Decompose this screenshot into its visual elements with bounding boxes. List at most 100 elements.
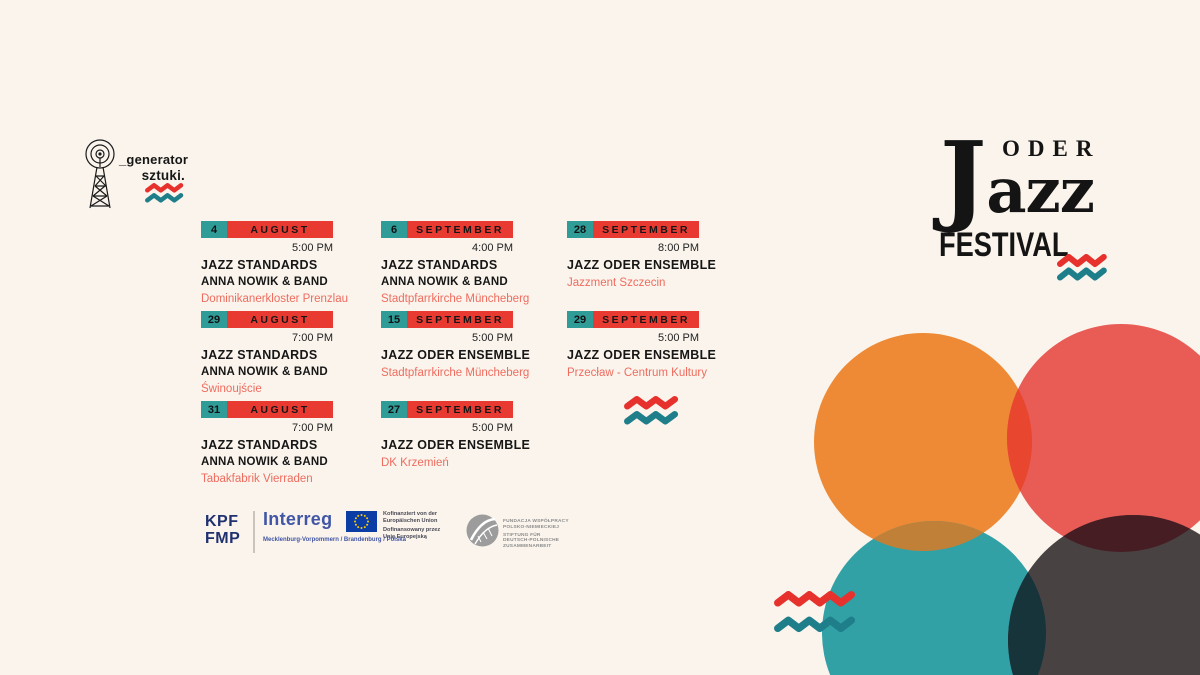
event-venue: Świnoujście bbox=[201, 383, 262, 395]
kpf-fmp-logo: KPF FMP bbox=[205, 513, 240, 547]
event-day: 27 bbox=[381, 401, 407, 418]
fwpn-line: POLSKO-NIEMIECKIEJ bbox=[503, 524, 560, 530]
event-subtitle: ANNA NOWIK & BAND bbox=[381, 276, 508, 288]
eu-text-de-2: Europäischen Union bbox=[383, 517, 438, 524]
orange-circle bbox=[814, 333, 1032, 551]
event-date-badge: 4 AUGUST bbox=[201, 221, 333, 238]
event-date-badge: 29 SEPTEMBER bbox=[567, 311, 699, 328]
event-day: 29 bbox=[201, 311, 227, 328]
event-subtitle: ANNA NOWIK & BAND bbox=[201, 366, 328, 378]
event-month: SEPTEMBER bbox=[407, 221, 513, 238]
festival-logo-oder: ODER bbox=[1002, 136, 1101, 161]
fwpn-line: DEUTSCH-POLNISCHE bbox=[503, 538, 560, 544]
wave-mark-circles bbox=[774, 591, 858, 633]
event-card: 27 SEPTEMBER 5:00 PM JAZZ ODER ENSEMBLE … bbox=[381, 401, 531, 469]
event-subtitle: ANNA NOWIK & BAND bbox=[201, 276, 328, 288]
footer-divider bbox=[253, 511, 255, 553]
event-time: 5:00 PM bbox=[472, 422, 513, 434]
fwpn-logo-text: FUNDACJA WSPÓŁPRACY POLSKO-NIEMIECKIEJ S… bbox=[503, 519, 569, 550]
event-date-badge: 31 AUGUST bbox=[201, 401, 333, 418]
event-venue: Stadtpfarrkirche Müncheberg bbox=[381, 367, 530, 379]
generator-sztuki-logo: _generator sztuki. bbox=[119, 152, 189, 184]
event-time: 4:00 PM bbox=[472, 242, 513, 254]
event-time: 5:00 PM bbox=[292, 242, 333, 254]
event-title: JAZZ STANDARDS bbox=[201, 348, 318, 362]
fwpn-line: ZUSAMMENARBEIT bbox=[503, 544, 552, 550]
event-date-badge: 6 SEPTEMBER bbox=[381, 221, 513, 238]
wave-mark-generator bbox=[145, 183, 186, 204]
red-circle bbox=[1007, 324, 1200, 552]
festival-logo: Jazz ODER FESTIVAL bbox=[938, 128, 1123, 298]
event-card: 31 AUGUST 7:00 PM JAZZ STANDARDS ANNA NO… bbox=[201, 401, 333, 485]
event-venue: Tabakfabrik Vierraden bbox=[201, 473, 313, 485]
event-date-badge: 15 SEPTEMBER bbox=[381, 311, 513, 328]
fwpn-line: FUNDACJA WSPÓŁPRACY bbox=[503, 519, 569, 524]
event-time: 7:00 PM bbox=[292, 422, 333, 434]
fwpn-line: STIFTUNG FÜR bbox=[503, 532, 541, 538]
event-card: 29 SEPTEMBER 5:00 PM JAZZ ODER ENSEMBLE … bbox=[567, 311, 717, 379]
fwpn-bridge-icon bbox=[466, 514, 499, 547]
event-month: AUGUST bbox=[227, 311, 333, 328]
wave-mark-festival bbox=[1057, 254, 1110, 282]
interreg-logo: Interreg Mecklenburg-Vorpommern / Brande… bbox=[263, 509, 406, 543]
eu-funding-text: Kofinanziert von der Europäischen Union … bbox=[383, 511, 440, 540]
event-card: 4 AUGUST 5:00 PM JAZZ STANDARDS ANNA NOW… bbox=[201, 221, 349, 305]
event-date-badge: 28 SEPTEMBER bbox=[567, 221, 699, 238]
event-month: SEPTEMBER bbox=[407, 401, 513, 418]
event-time: 5:00 PM bbox=[658, 332, 699, 344]
event-month: SEPTEMBER bbox=[407, 311, 513, 328]
event-title: JAZZ STANDARDS bbox=[201, 258, 318, 272]
interreg-subtitle: Mecklenburg-Vorpommern / Brandenburg / P… bbox=[263, 537, 406, 543]
event-day: 29 bbox=[567, 311, 593, 328]
event-venue: Dominikanerkloster Prenzlau bbox=[201, 293, 349, 305]
event-card: 29 AUGUST 7:00 PM JAZZ STANDARDS ANNA NO… bbox=[201, 311, 333, 395]
event-month: SEPTEMBER bbox=[593, 311, 699, 328]
eu-text-de-1: Kofinanziert von der bbox=[383, 511, 438, 517]
event-title: JAZZ ODER ENSEMBLE bbox=[567, 258, 717, 272]
kpf-line2: FMP bbox=[205, 530, 241, 547]
event-day: 4 bbox=[201, 221, 227, 238]
festival-logo-azz: azz bbox=[986, 154, 1095, 227]
event-venue: Przecław - Centrum Kultury bbox=[567, 367, 707, 379]
dark-circle bbox=[1008, 515, 1200, 675]
event-card: 15 SEPTEMBER 5:00 PM JAZZ ODER ENSEMBLE … bbox=[381, 311, 531, 379]
event-date-badge: 29 AUGUST bbox=[201, 311, 333, 328]
event-date-badge: 27 SEPTEMBER bbox=[381, 401, 513, 418]
festival-logo-jazz: Jazz bbox=[940, 130, 1095, 228]
event-venue: Jazzment Szczecin bbox=[567, 277, 666, 289]
teal-circle bbox=[822, 521, 1046, 675]
interreg-wordmark: Interreg bbox=[263, 509, 333, 529]
event-day: 31 bbox=[201, 401, 227, 418]
event-day: 6 bbox=[381, 221, 407, 238]
eu-text-pl-2: Unię Europejską bbox=[383, 533, 427, 540]
event-venue: Stadtpfarrkirche Müncheberg bbox=[381, 293, 530, 305]
event-month: SEPTEMBER bbox=[593, 221, 699, 238]
wave-mark-grid bbox=[624, 396, 682, 426]
generator-logo-line1: _generator bbox=[119, 152, 189, 167]
event-day: 28 bbox=[567, 221, 593, 238]
event-time: 7:00 PM bbox=[292, 332, 333, 344]
festival-logo-j: J bbox=[940, 121, 987, 236]
festival-logo-festival: FESTIVAL bbox=[939, 226, 1069, 264]
event-title: JAZZ STANDARDS bbox=[201, 438, 318, 452]
event-title: JAZZ ODER ENSEMBLE bbox=[381, 348, 531, 362]
event-month: AUGUST bbox=[227, 401, 333, 418]
event-month: AUGUST bbox=[227, 221, 333, 238]
eu-flag-icon bbox=[346, 511, 377, 532]
kpf-line1: KPF bbox=[205, 513, 239, 530]
event-card: 6 SEPTEMBER 4:00 PM JAZZ STANDARDS ANNA … bbox=[381, 221, 530, 305]
event-day: 15 bbox=[381, 311, 407, 328]
event-title: JAZZ ODER ENSEMBLE bbox=[381, 438, 531, 452]
event-title: JAZZ STANDARDS bbox=[381, 258, 498, 272]
event-subtitle: ANNA NOWIK & BAND bbox=[201, 456, 328, 468]
generator-logo-line2: sztuki. bbox=[141, 168, 185, 183]
event-venue: DK Krzemień bbox=[381, 457, 449, 469]
event-card: 28 SEPTEMBER 8:00 PM JAZZ ODER ENSEMBLE … bbox=[567, 221, 717, 289]
event-time: 8:00 PM bbox=[658, 242, 699, 254]
radio-tower-icon bbox=[85, 139, 115, 209]
event-title: JAZZ ODER ENSEMBLE bbox=[567, 348, 717, 362]
event-time: 5:00 PM bbox=[472, 332, 513, 344]
eu-text-pl-1: Dofinansowany przez bbox=[383, 527, 441, 534]
